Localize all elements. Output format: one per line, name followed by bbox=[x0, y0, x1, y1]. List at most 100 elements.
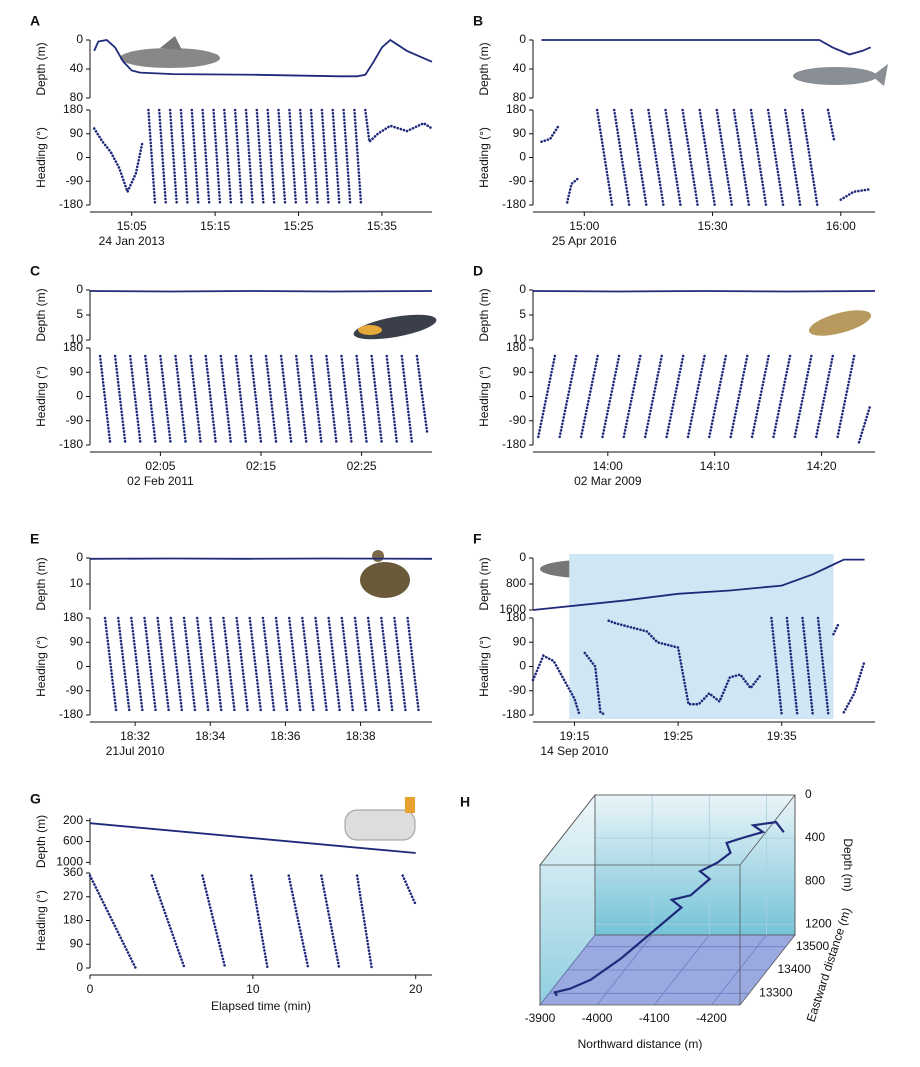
y-tick-label: 0 bbox=[519, 32, 526, 46]
panel-letter: H bbox=[460, 794, 470, 810]
depth-line bbox=[542, 40, 871, 55]
highlight-region bbox=[569, 614, 833, 719]
y-tick-label: 90 bbox=[513, 126, 527, 140]
y-tick-label: 40 bbox=[70, 61, 84, 75]
icon-whale-shark bbox=[793, 64, 888, 86]
y-axis-label: Heading (°) bbox=[34, 636, 48, 697]
y-axis-label: Heading (°) bbox=[477, 127, 491, 188]
y-tick-label: -180 bbox=[502, 437, 526, 451]
x-axis-label: Northward distance (m) bbox=[578, 1037, 703, 1051]
y-tick-label: 90 bbox=[70, 126, 84, 140]
y-tick-label: -90 bbox=[509, 413, 527, 427]
y-tick-label: 40 bbox=[513, 61, 527, 75]
z-tick-label: 1200 bbox=[805, 916, 832, 930]
x-tick-label: 18:36 bbox=[270, 729, 300, 743]
panel-letter: G bbox=[30, 791, 41, 807]
x-tick-label: 16:00 bbox=[826, 219, 856, 233]
x-tick-label: 15:25 bbox=[284, 219, 314, 233]
y-tick-label: 180 bbox=[506, 610, 526, 624]
y-tick-label: -180 bbox=[59, 197, 83, 211]
y-axis-label: Depth (m) bbox=[34, 815, 48, 868]
y-tick-label: 0 bbox=[76, 150, 83, 164]
y-tick-label: 5 bbox=[76, 307, 83, 321]
x-tick-label: 18:32 bbox=[120, 729, 150, 743]
date-label: 02 Feb 2011 bbox=[127, 474, 194, 488]
y-tick-label: 200 bbox=[63, 813, 83, 827]
highlight-region bbox=[569, 554, 833, 614]
y-tick-label: 800 bbox=[506, 576, 526, 590]
x-tick-label: -4100 bbox=[639, 1011, 670, 1025]
y-axis-label: Depth (m) bbox=[477, 288, 491, 341]
x-tick-label: 02:15 bbox=[246, 459, 276, 473]
icon-penguin bbox=[352, 310, 438, 344]
y-tick-label: -180 bbox=[59, 707, 83, 721]
heading-dots bbox=[105, 618, 419, 712]
y-tick-label: 180 bbox=[506, 340, 526, 354]
z-tick-label: 0 bbox=[805, 787, 812, 801]
y-axis-label: Depth (m) bbox=[477, 42, 491, 95]
panel-letter: D bbox=[473, 263, 483, 279]
date-label: 25 Apr 2016 bbox=[552, 234, 617, 248]
x-tick-label: 20 bbox=[409, 982, 423, 996]
heading-dots bbox=[90, 876, 416, 968]
panel-letter: F bbox=[473, 531, 482, 547]
date-label: 24 Jan 2013 bbox=[99, 234, 165, 248]
y-tick-label: -180 bbox=[502, 197, 526, 211]
y-tick-label: -180 bbox=[502, 707, 526, 721]
date-label: 21Jul 2010 bbox=[106, 744, 165, 758]
y-tick-label: -180 bbox=[59, 437, 83, 451]
y-tick-label: 90 bbox=[513, 364, 527, 378]
y-tick-label: -90 bbox=[66, 683, 84, 697]
x-tick-label: 15:05 bbox=[117, 219, 147, 233]
x-tick-label: 02:25 bbox=[347, 459, 377, 473]
x-tick-label: 19:35 bbox=[767, 729, 797, 743]
x-tick-label: -4200 bbox=[696, 1011, 727, 1025]
x-tick-label: 15:35 bbox=[367, 219, 397, 233]
y-axis-label: Heading (°) bbox=[477, 366, 491, 427]
y-axis-label: Depth (m) bbox=[34, 288, 48, 341]
y-axis-label: Depth (m) bbox=[477, 557, 491, 610]
y-axis-label: Depth (m) bbox=[34, 42, 48, 95]
y-tick-label: 0 bbox=[76, 282, 83, 296]
y-tick-label: -90 bbox=[509, 173, 527, 187]
icon-turtle bbox=[360, 550, 410, 598]
x-tick-label: 18:38 bbox=[346, 729, 376, 743]
x-tick-label: 19:15 bbox=[559, 729, 589, 743]
panel-letter: A bbox=[30, 13, 40, 29]
y-tick-label: 90 bbox=[70, 634, 84, 648]
y-tick-label: 0 bbox=[519, 659, 526, 673]
y-axis-label: Depth (m) bbox=[34, 557, 48, 610]
y-tick-label: 90 bbox=[70, 936, 84, 950]
x-tick-label: 18:34 bbox=[195, 729, 225, 743]
y-tick-label: -90 bbox=[66, 173, 84, 187]
y-tick-label: 0 bbox=[76, 960, 83, 974]
icon-shark bbox=[120, 36, 220, 68]
y-tick-label: 600 bbox=[63, 834, 83, 848]
panel-letter: E bbox=[30, 531, 39, 547]
y-tick-label: 13300 bbox=[759, 986, 793, 1000]
heading-dots bbox=[542, 110, 871, 205]
x-tick-label: -4000 bbox=[582, 1011, 613, 1025]
depth-line bbox=[90, 291, 432, 292]
x-tick-label: 02:05 bbox=[145, 459, 175, 473]
date-label: 02 Mar 2009 bbox=[574, 474, 642, 488]
x-tick-label: 15:30 bbox=[698, 219, 728, 233]
y-tick-label: 13400 bbox=[778, 962, 812, 976]
y-tick-label: 0 bbox=[519, 150, 526, 164]
y-axis-label: Heading (°) bbox=[34, 366, 48, 427]
y-tick-label: 180 bbox=[63, 340, 83, 354]
x-tick-label: -3900 bbox=[525, 1011, 556, 1025]
depth-line bbox=[533, 291, 875, 292]
z-tick-label: 400 bbox=[805, 830, 825, 844]
panel-letter: C bbox=[30, 263, 40, 279]
y-tick-label: 10 bbox=[70, 576, 84, 590]
z-axis-label: Depth (m) bbox=[841, 838, 855, 891]
x-axis-label: Elapsed time (min) bbox=[211, 999, 311, 1013]
x-tick-label: 0 bbox=[87, 982, 94, 996]
y-tick-label: 270 bbox=[63, 889, 83, 903]
y-tick-label: 180 bbox=[63, 610, 83, 624]
y-tick-label: 0 bbox=[76, 659, 83, 673]
y-tick-label: 0 bbox=[76, 389, 83, 403]
y-tick-label: -90 bbox=[66, 413, 84, 427]
